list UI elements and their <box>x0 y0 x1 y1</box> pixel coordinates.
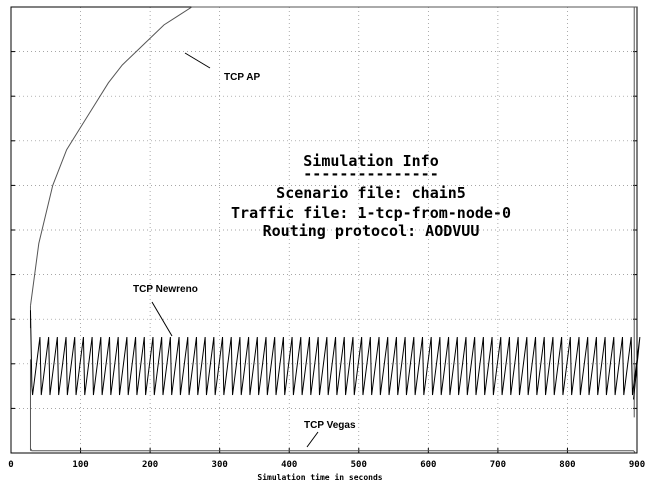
x-tick-label: 500 <box>351 460 367 470</box>
series-lines <box>29 6 641 454</box>
x-tick-label: 600 <box>420 460 436 470</box>
info-separator: --------------- <box>303 165 438 183</box>
series-line-tcp-newreno <box>29 310 641 400</box>
x-tick-label: 0 <box>8 460 13 470</box>
x-ticks: 0 100 200 300 400 500 600 700 800 900 <box>8 51 645 470</box>
series-label-tcp-vegas: TCP Vegas <box>304 420 356 431</box>
x-axis-title: Simulation time in seconds <box>257 472 382 482</box>
x-tick-label: 200 <box>142 460 158 470</box>
x-tick-label: 900 <box>629 460 645 470</box>
x-tick-label: 100 <box>72 460 88 470</box>
series-label-tcp-ap: TCP AP <box>224 72 260 83</box>
series-label-tcp-newreno: TCP Newreno <box>133 284 198 295</box>
info-traffic: Traffic file: 1-tcp-from-node-0 <box>231 204 511 222</box>
tcp-vegas-pointer <box>306 431 319 448</box>
grid-lines <box>11 7 637 453</box>
x-tick-label: 400 <box>281 460 297 470</box>
info-title: Simulation Info <box>303 152 438 170</box>
tcp-newreno-pointer <box>151 301 173 337</box>
x-tick-label: 700 <box>490 460 506 470</box>
x-tick-label: 300 <box>212 460 228 470</box>
info-scenario: Scenario file: chain5 <box>276 184 466 202</box>
info-routing: Routing protocol: AODVUU <box>263 222 480 240</box>
series-line-tcp-ap <box>29 6 637 306</box>
x-tick-label: 800 <box>559 460 575 470</box>
info-box: Simulation Info --------------- Scenario… <box>231 152 511 240</box>
series-line-tcp-vegas <box>30 448 636 454</box>
tcp-ap-pointer <box>184 52 211 69</box>
